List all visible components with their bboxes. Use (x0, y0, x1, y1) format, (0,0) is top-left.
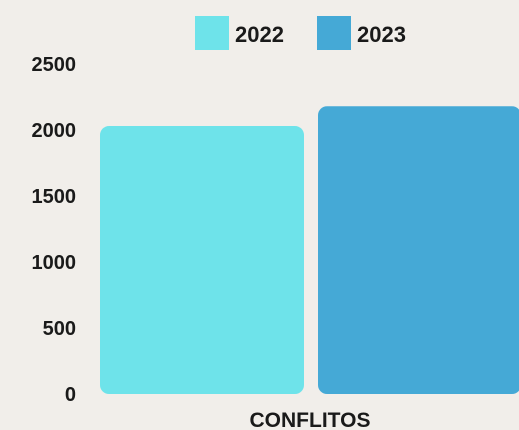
bar-2023 (318, 106, 519, 394)
bar-2022 (100, 126, 304, 394)
y-tick-label: 2500 (32, 54, 77, 76)
legend-swatch-2023 (317, 16, 351, 50)
legend-swatch-2022 (195, 16, 229, 50)
x-category-label: CONFLITOS (250, 409, 371, 430)
x-axis: CONFLITOS (250, 409, 371, 430)
legend: 2022 2023 (195, 16, 406, 50)
bars (100, 106, 519, 394)
y-tick-label: 1000 (32, 252, 77, 274)
y-tick-label: 1500 (32, 186, 77, 208)
y-tick-label: 500 (43, 318, 76, 340)
legend-label-2022: 2022 (235, 22, 284, 47)
y-axis: 0 500 1000 1500 2000 2500 (32, 54, 77, 406)
y-tick-label: 0 (65, 384, 76, 406)
legend-label-2023: 2023 (357, 22, 406, 47)
y-tick-label: 2000 (32, 120, 77, 142)
